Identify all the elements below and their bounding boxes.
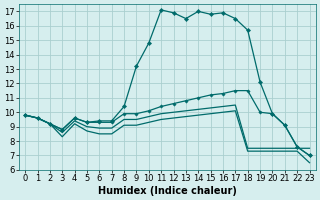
X-axis label: Humidex (Indice chaleur): Humidex (Indice chaleur)	[98, 186, 237, 196]
